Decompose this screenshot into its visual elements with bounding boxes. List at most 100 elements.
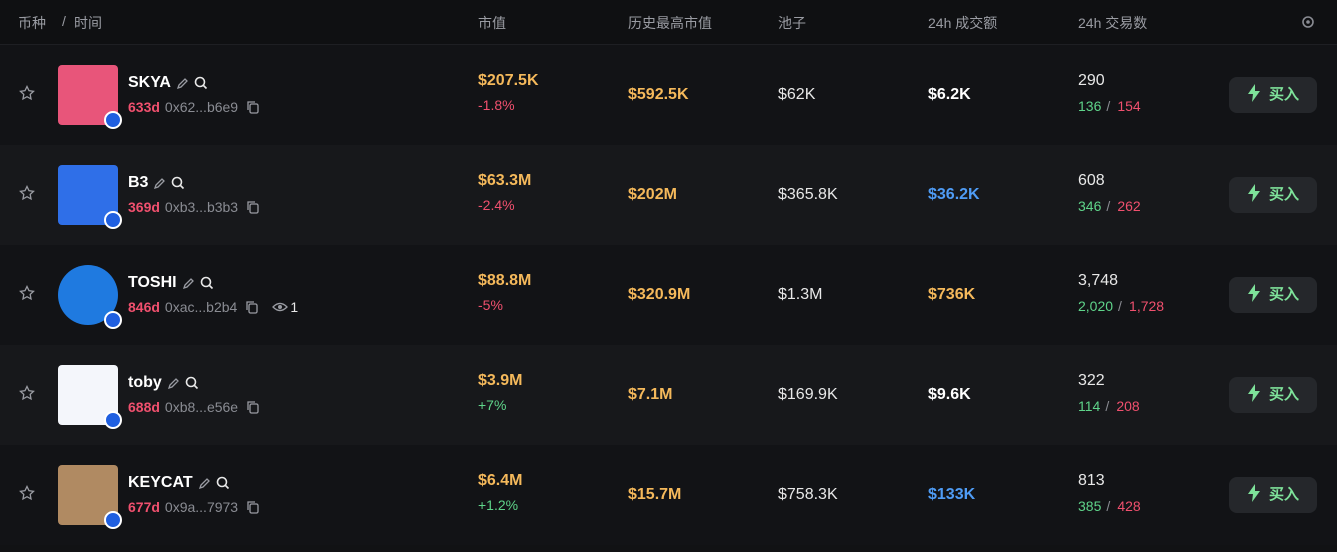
token-row[interactable]: TOSHI 846d 0xac...b2b4 1 $88.8M -5% $320.9M $1.… (0, 245, 1337, 345)
market-cap: $3.9M (478, 372, 523, 389)
price-change: +1.2% (478, 497, 519, 513)
buy-label[interactable]: 买入 (1268, 86, 1299, 103)
sells-count: 1,728 (1129, 298, 1165, 314)
volume-24h: $736K (928, 286, 976, 303)
favorite-star[interactable] (19, 284, 37, 303)
sells-count: 154 (1117, 98, 1141, 114)
all-time-high: $15.7M (628, 486, 682, 503)
header-ath[interactable]: 历史最高市值 (628, 15, 712, 31)
header-mcap[interactable]: 市值 (478, 15, 506, 31)
buy-button[interactable]: 买入 (1229, 377, 1317, 413)
sells-count: 208 (1116, 398, 1140, 414)
token-row[interactable]: B3 369d 0xb3...b3b3 $63.3M -2.4% $202M $365.8K… (0, 145, 1337, 245)
token-row[interactable]: KEYCAT 677d 0x9a...7973 $6.4M +1.2% $15.7M $75… (0, 445, 1337, 545)
token-age: 369d (128, 199, 160, 215)
favorite-star[interactable] (19, 384, 37, 403)
token-name[interactable]: B3 (128, 174, 149, 191)
price-change: +7% (478, 397, 507, 413)
token-age: 633d (128, 99, 160, 115)
token-age: 688d (128, 399, 160, 415)
buy-label[interactable]: 买入 (1268, 286, 1299, 303)
copy-icon[interactable] (245, 499, 261, 515)
token-name[interactable]: TOSHI (128, 274, 177, 291)
token-row[interactable]: toby 688d 0xb8...e56e $3.9M +7% $7.1M $169.9K $… (0, 345, 1337, 445)
token-row[interactable]: SKYA 633d 0x62...b6e9 $207.5K -1.8% $592.5K $6… (0, 45, 1337, 145)
header-txns[interactable]: 24h 交易数 (1078, 15, 1148, 31)
buy-button[interactable]: 买入 (1229, 77, 1317, 113)
liquidity-pool: $62K (778, 86, 816, 103)
token-name[interactable]: SKYA (128, 74, 171, 91)
txns-24h: 322 (1078, 372, 1105, 389)
search-icon[interactable] (170, 175, 186, 191)
sells-count: 262 (1117, 198, 1141, 214)
txns-24h: 813 (1078, 472, 1105, 489)
market-cap: $88.8M (478, 272, 532, 289)
buys-count: 346 (1078, 198, 1102, 214)
copy-icon[interactable] (244, 299, 260, 315)
txns-separator: / (1118, 298, 1122, 314)
token-address[interactable]: 0xb3...b3b3 (164, 199, 239, 215)
buys-count: 2,020 (1078, 298, 1114, 314)
copy-icon[interactable] (245, 99, 261, 115)
txns-separator: / (1106, 98, 1111, 114)
liquidity-pool: $758.3K (778, 486, 838, 503)
watchers-count: 1 (290, 299, 299, 315)
token-address[interactable]: 0xac...b2b4 (164, 299, 238, 315)
token-age: 677d (128, 499, 160, 515)
token-address[interactable]: 0x9a...7973 (164, 499, 239, 515)
all-time-high: $7.1M (628, 386, 673, 403)
token-name[interactable]: KEYCAT (128, 474, 193, 491)
all-time-high: $320.9M (628, 286, 691, 303)
search-icon[interactable] (199, 275, 215, 291)
chain-badge (104, 411, 122, 429)
search-icon[interactable] (215, 475, 231, 491)
buys-count: 385 (1078, 498, 1102, 514)
market-cap: $207.5K (478, 72, 539, 89)
buy-button[interactable]: 买入 (1229, 177, 1317, 213)
token-address[interactable]: 0x62...b6e9 (164, 99, 239, 115)
header-coin[interactable]: 币种 (18, 15, 46, 31)
token-address[interactable]: 0xb8...e56e (164, 399, 239, 415)
edit-icon[interactable] (166, 375, 182, 391)
search-icon[interactable] (184, 375, 200, 391)
buys-count: 136 (1078, 98, 1102, 114)
favorite-star[interactable] (19, 84, 37, 103)
sells-count: 428 (1117, 498, 1141, 514)
favorite-star[interactable] (19, 184, 37, 203)
market-cap: $63.3M (478, 172, 532, 189)
volume-24h: $9.6K (928, 386, 971, 403)
header-pool[interactable]: 池子 (778, 15, 806, 31)
all-time-high: $202M (628, 186, 677, 203)
edit-icon[interactable] (152, 175, 168, 191)
chain-badge (104, 311, 122, 329)
txns-separator: / (1106, 498, 1111, 514)
txns-24h: 3,748 (1078, 272, 1119, 289)
copy-icon[interactable] (245, 399, 261, 415)
settings-icon[interactable] (1300, 14, 1316, 30)
buy-button[interactable]: 买入 (1229, 477, 1317, 513)
buy-label[interactable]: 买入 (1268, 386, 1299, 403)
buy-label[interactable]: 买入 (1268, 186, 1299, 203)
volume-24h: $36.2K (928, 186, 980, 203)
header-volume[interactable]: 24h 成交额 (928, 15, 998, 31)
chain-badge (104, 511, 122, 529)
edit-icon[interactable] (175, 75, 191, 91)
token-name[interactable]: toby (128, 374, 162, 391)
token-age: 846d (128, 299, 160, 315)
search-icon[interactable] (193, 75, 209, 91)
header-time[interactable]: 时间 (74, 15, 102, 31)
edit-icon[interactable] (197, 475, 213, 491)
volume-24h: $6.2K (928, 86, 971, 103)
liquidity-pool: $169.9K (778, 386, 838, 403)
volume-24h: $133K (928, 486, 976, 503)
price-change: -2.4% (478, 197, 515, 213)
copy-icon[interactable] (245, 199, 261, 215)
favorite-star[interactable] (19, 484, 37, 503)
txns-separator: / (1105, 398, 1110, 414)
edit-icon[interactable] (181, 275, 197, 291)
header-separator: / (62, 13, 66, 29)
price-change: -5% (478, 297, 503, 313)
buy-label[interactable]: 买入 (1268, 486, 1299, 503)
buy-button[interactable]: 买入 (1229, 277, 1317, 313)
